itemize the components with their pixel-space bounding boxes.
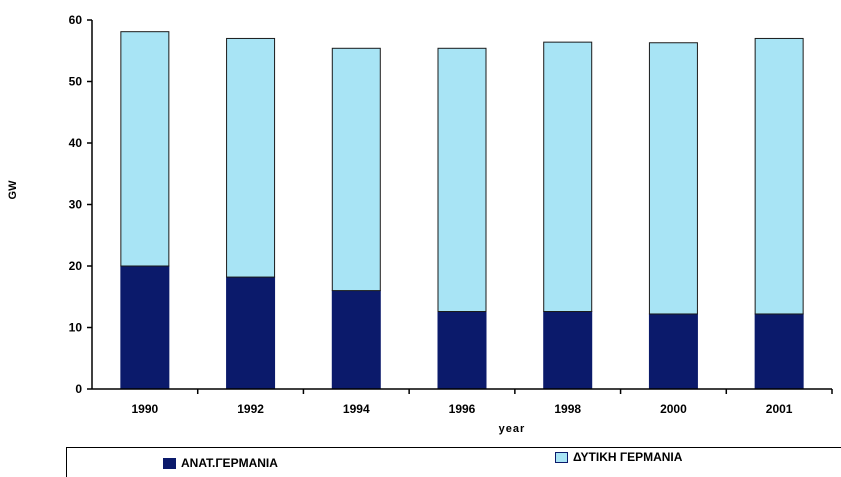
bar-west-1990	[120, 31, 170, 267]
y-tick-label: 20	[69, 259, 83, 273]
bar-west-1992	[226, 37, 276, 278]
bar-west-2000	[648, 42, 698, 315]
y-tick-label: 60	[69, 13, 83, 27]
bar-east-1996	[437, 311, 487, 390]
legend-swatch-east	[163, 457, 176, 469]
bar-east-1990	[120, 265, 170, 390]
bar-west-1996	[437, 47, 487, 313]
bar-east-1994	[331, 290, 381, 390]
x-tick-label: 1992	[237, 402, 264, 416]
stacked-bar-chart: 0 10 20 30 40 50 60 1990 1992 1994 1996 1998 2000 20…	[7, 13, 833, 435]
legend-swatch-west	[555, 451, 568, 463]
legend-item-east: ΑΝΑΤ.ΓΕΡΜΑΝΙΑ	[163, 456, 278, 470]
x-tick-labels: 1990 1992 1994 1996 1998 2000 2001	[132, 389, 833, 416]
x-tick-label: 2001	[766, 402, 793, 416]
y-tick-label: 0	[75, 382, 82, 396]
x-tick-label: 1996	[449, 402, 476, 416]
y-tick-label: 10	[69, 321, 83, 335]
legend: ΑΝΑΤ.ΓΕΡΜΑΝΙΑ ΔΥΤΙΚΗ ΓΕΡΜΑΝΙΑ	[66, 447, 841, 477]
legend-label-east: ΑΝΑΤ.ΓΕΡΜΑΝΙΑ	[181, 456, 278, 470]
bar-west-1994	[331, 47, 381, 292]
legend-label-west: ΔΥΤΙΚΗ ΓΕΡΜΑΝΙΑ	[573, 450, 683, 464]
bar-east-1992	[226, 276, 276, 390]
y-tick-label: 30	[69, 198, 83, 212]
legend-item-west: ΔΥΤΙΚΗ ΓΕΡΜΑΝΙΑ	[555, 450, 682, 464]
x-tick-label: 2000	[660, 402, 687, 416]
y-axis-title: GW	[7, 180, 19, 200]
x-tick-label: 1990	[132, 402, 159, 416]
bar-west-2001	[754, 37, 804, 315]
y-tick-label: 50	[69, 75, 83, 89]
bars-layer	[120, 31, 804, 390]
x-tick-label: 1994	[343, 402, 370, 416]
bar-east-2000	[648, 313, 698, 390]
y-tick-label: 40	[69, 136, 83, 150]
bar-east-1998	[543, 311, 593, 390]
x-tick-label: 1998	[554, 402, 581, 416]
y-tick-labels: 0 10 20 30 40 50 60	[69, 13, 92, 396]
bar-west-1998	[543, 41, 593, 313]
bar-east-2001	[754, 313, 804, 390]
x-axis-title: year	[499, 423, 526, 435]
